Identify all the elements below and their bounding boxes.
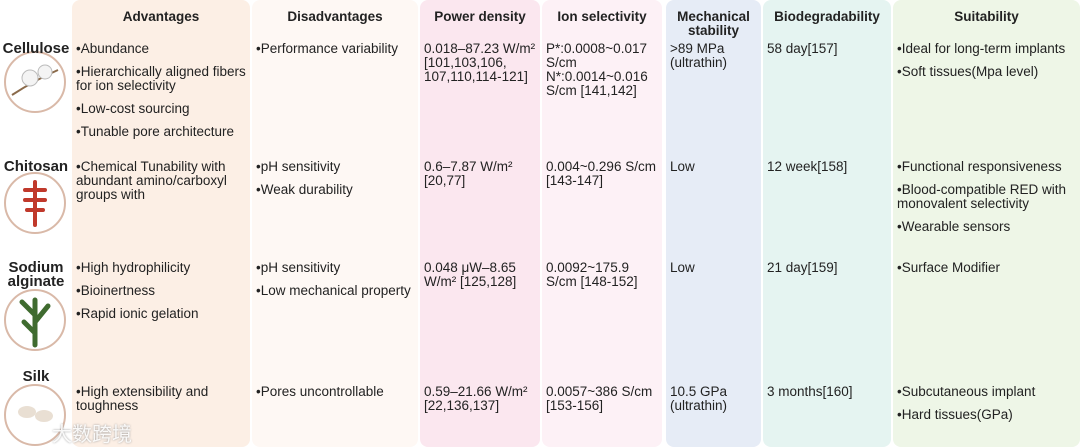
value-cell: 0.0092~175.9 S/cm [148-152] <box>546 260 638 289</box>
column-bg <box>893 0 1080 447</box>
list-cell: •Abundance •Hierarchically aligned fibers… <box>72 42 250 148</box>
value-cell: 0.6–7.87 W/m² [20,77] <box>424 159 513 188</box>
list-item: •High hydrophilicity <box>76 260 191 275</box>
column-header: Mechanical stability <box>677 9 750 38</box>
list-item: •Functional responsiveness <box>897 159 1062 174</box>
list-cell: •pH sensitivity •Low mechanical property <box>252 261 418 307</box>
material-name: Sodium alginate <box>7 259 65 290</box>
material-icons <box>4 51 66 446</box>
value-cell: Low <box>670 260 695 275</box>
list-item: •Surface Modifier <box>897 260 1001 275</box>
list-cell: •pH sensitivity •Weak durability <box>252 160 418 206</box>
list-cell: •Functional responsiveness •Blood-compati… <box>893 160 1080 243</box>
list-cell: •Chemical Tunability with abundant amino… <box>72 160 250 211</box>
list-cell: •Surface Modifier <box>893 261 1080 284</box>
column-bg <box>72 0 250 447</box>
value-cell: 0.0057~386 S/cm [153-156] <box>546 384 653 413</box>
value-cell: >89 MPa (ultrathin) <box>670 41 728 70</box>
list-item: •Subcutaneous implant <box>897 384 1036 399</box>
value-cell: Low <box>670 159 695 174</box>
list-item: •Bioinertness <box>76 283 156 298</box>
watermark: 大数跨境 <box>52 424 132 446</box>
list-item: •Soft tissues(Mpa level) <box>897 64 1039 79</box>
list-item: •Wearable sensors <box>897 219 1011 234</box>
list-item: •Low-cost sourcing <box>76 101 190 116</box>
value-cell: 21 day[159] <box>767 260 838 275</box>
column-header: Ion selectivity <box>557 9 647 24</box>
list-item: •High extensibility and toughness <box>76 384 209 413</box>
list-item: •Chemical Tunability with abundant amino… <box>76 159 227 202</box>
value-cell: 12 week[158] <box>767 159 848 174</box>
value-cell: 0.048 μW–8.65 W/m² [125,128] <box>424 260 517 289</box>
list-item: •Abundance <box>76 41 150 56</box>
list-cell: •High hydrophilicity •Bioinertness •Rapid … <box>72 261 250 330</box>
list-item: •Tunable pore architecture <box>76 124 235 139</box>
list-cell: •Performance variability <box>252 42 418 65</box>
list-item: •Weak durability <box>256 182 353 197</box>
list-item: •Hierarchically aligned fibers for ion s… <box>76 64 246 93</box>
list-cell: •Pores uncontrollable <box>252 385 418 408</box>
material-name: Chitosan <box>3 158 69 175</box>
list-item: •Performance variability <box>256 41 399 56</box>
list-item: •Low mechanical property <box>256 283 411 298</box>
value-cell: 3 months[160] <box>767 384 853 399</box>
value-cell: 0.018–87.23 W/m² [101,103,106, 107,110,1… <box>424 41 536 84</box>
list-item: •pH sensitivity <box>256 260 341 275</box>
list-item: •Blood-compatible RED with monovalent se… <box>897 182 1067 211</box>
column-header: Suitability <box>954 9 1019 24</box>
column-header: Advantages <box>122 9 200 24</box>
column-header: Biodegradability <box>774 9 880 24</box>
value-cell: 0.59–21.66 W/m² [22,136,137] <box>424 384 528 413</box>
list-item: •Pores uncontrollable <box>256 384 384 399</box>
column-bg <box>420 0 540 447</box>
list-cell: •Ideal for long-term implants •Soft tissu… <box>893 42 1080 88</box>
value-cell: P*:0.0008~0.017 S/cm N*:0.0014~0.016 S/c… <box>546 41 648 98</box>
list-cell: •Subcutaneous implant •Hard tissues(GPa) <box>893 385 1080 431</box>
list-item: •Ideal for long-term implants <box>897 41 1066 56</box>
column-bg <box>763 0 891 447</box>
column-header: Disadvantages <box>287 9 383 24</box>
column-header: Power density <box>434 9 526 24</box>
list-item: •Hard tissues(GPa) <box>897 407 1013 422</box>
value-cell: 0.004~0.296 S/cm [143-147] <box>546 159 656 188</box>
column-bg <box>252 0 418 447</box>
material-name: Silk <box>22 368 50 385</box>
value-cell: 10.5 GPa (ultrathin) <box>670 384 728 413</box>
material-name: Cellulose <box>2 40 70 57</box>
list-cell: •High extensibility and toughness <box>72 385 250 422</box>
column-bg <box>542 0 662 447</box>
list-item: •pH sensitivity <box>256 159 341 174</box>
list-item: •Rapid ionic gelation <box>76 306 199 321</box>
column-bg <box>666 0 761 447</box>
value-cell: 58 day[157] <box>767 41 838 56</box>
